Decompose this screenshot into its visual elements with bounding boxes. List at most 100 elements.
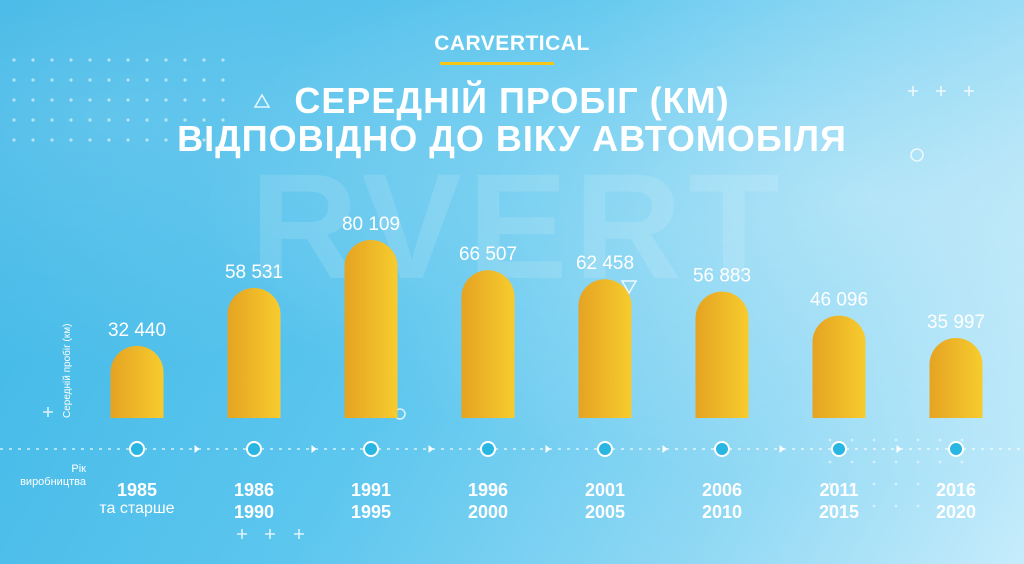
decor-dot [221, 58, 225, 62]
decor-dot [69, 118, 73, 122]
decor-dot [12, 78, 16, 82]
bar-2001 [578, 279, 632, 418]
decor-dot [221, 118, 225, 122]
decor-dot [938, 504, 942, 508]
year-label-second-line: 2005 [585, 502, 625, 522]
decor-dot [960, 504, 964, 508]
decor-dot [872, 482, 876, 486]
decor-dot [894, 504, 898, 508]
decor-dot [916, 504, 920, 508]
decor-dot [69, 138, 73, 142]
decor-dot [850, 504, 854, 508]
year-label: 1985 [117, 480, 157, 500]
timeline-arrow-icon [194, 445, 200, 453]
decor-dot [164, 98, 168, 102]
value-label: 35 997 [927, 312, 985, 333]
bar-2006 [695, 291, 749, 418]
timeline-dot [948, 441, 964, 457]
decor-dot [31, 118, 35, 122]
decor-dot [88, 98, 92, 102]
decor-dot [916, 460, 920, 464]
triangle-down-icon [620, 280, 638, 295]
decor-dot [960, 482, 964, 486]
decor-dot [164, 58, 168, 62]
decor-dot [850, 482, 854, 486]
decor-dot [12, 98, 16, 102]
timeline-dot [363, 441, 379, 457]
decor-dot [50, 98, 54, 102]
value-label: 80 109 [342, 214, 400, 235]
bar-1985 [110, 345, 164, 418]
decor-dot [126, 78, 130, 82]
decor-dot [88, 118, 92, 122]
decor-dot [12, 138, 16, 142]
timeline-dot [246, 441, 262, 457]
decor-dot [145, 78, 149, 82]
decor-dot [828, 504, 832, 508]
bar-1986 [227, 287, 281, 418]
decor-dot [31, 98, 35, 102]
watermark-text: RVERT [250, 142, 786, 310]
value-label: 32 440 [108, 320, 166, 341]
year-label-second-line: 2010 [702, 502, 742, 522]
year-label: 2006 [702, 480, 742, 500]
logo-underline [440, 62, 554, 65]
decor-dot [31, 58, 35, 62]
decor-dot [916, 438, 920, 442]
bar-2011 [812, 315, 866, 418]
timeline-arrow-icon [896, 445, 902, 453]
decor-dot [960, 460, 964, 464]
timeline-arrow-icon [311, 445, 317, 453]
decor-dot [50, 118, 54, 122]
decor-dot [221, 138, 225, 142]
decor-dot [872, 438, 876, 442]
timeline-dot [129, 441, 145, 457]
timeline-arrow-icon [545, 445, 551, 453]
decor-dot [145, 138, 149, 142]
x-axis-label-line1: Рік [71, 463, 86, 475]
decor-dot [894, 460, 898, 464]
decor-dot [221, 78, 225, 82]
decor-dot [145, 118, 149, 122]
decor-dot [938, 482, 942, 486]
timeline-dot [480, 441, 496, 457]
year-label-second-line: 2000 [468, 502, 508, 522]
decor-dot [183, 58, 187, 62]
y-axis-label: Середній пробіг (км) [62, 323, 73, 418]
decor-dot [107, 138, 111, 142]
decor-dot [126, 118, 130, 122]
decor-dot [202, 58, 206, 62]
value-label: 62 458 [576, 253, 634, 274]
brand-logo: CARVERTICAL [434, 32, 590, 55]
decor-dot [894, 438, 898, 442]
timeline-dot [714, 441, 730, 457]
decor-dot [828, 482, 832, 486]
plus-icon [294, 529, 304, 539]
plus-icon [908, 86, 918, 96]
decor-dot [872, 504, 876, 508]
decor-dot [12, 118, 16, 122]
x-axis-label: Рік виробництва [20, 463, 86, 489]
decor-dot [221, 98, 225, 102]
year-label: 1986 [234, 480, 274, 500]
year-label: 2011 [819, 480, 858, 500]
decor-dot [31, 78, 35, 82]
value-label: 66 507 [459, 244, 517, 265]
decor-dot [107, 58, 111, 62]
year-label: 2001 [585, 480, 625, 500]
decor-dot [88, 58, 92, 62]
decor-dot [183, 78, 187, 82]
timeline-arrow-icon [662, 445, 668, 453]
decor-dot [202, 138, 206, 142]
decor-dot [88, 138, 92, 142]
plus-icon [964, 86, 974, 96]
decor-dot [894, 482, 898, 486]
decor-dot [145, 98, 149, 102]
decor-dot [850, 438, 854, 442]
decor-dot [69, 58, 73, 62]
decor-dot [145, 58, 149, 62]
timeline-arrow-icon [428, 445, 434, 453]
